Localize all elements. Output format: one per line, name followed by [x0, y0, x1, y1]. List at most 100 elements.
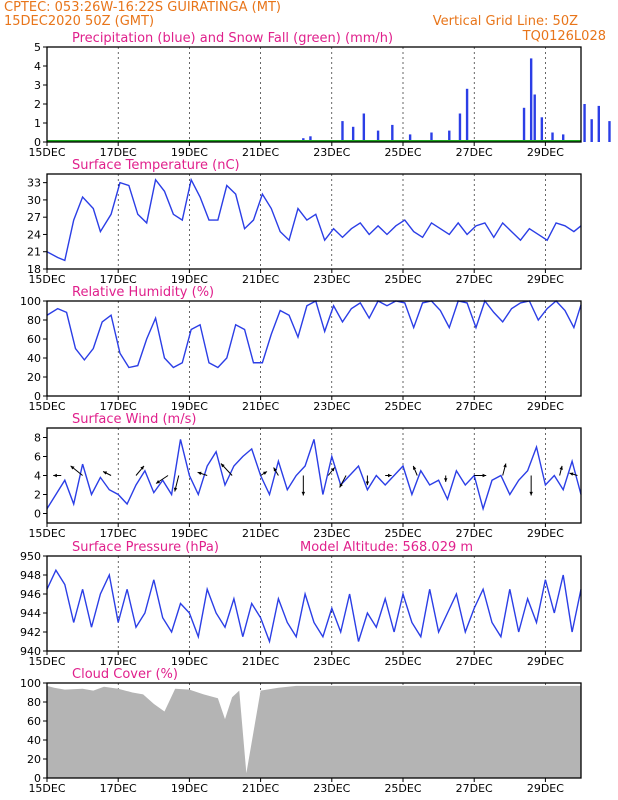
y-tick-label: 950	[20, 550, 41, 563]
wind-vector-head	[263, 471, 267, 475]
run-date: 15DEC2020 50Z (GMT)	[4, 14, 154, 29]
y-tick-label: 20	[27, 753, 41, 766]
panel-title: Surface Pressure (hPa)	[72, 540, 219, 555]
panel-frame	[46, 300, 582, 397]
y-tick-label: 30	[27, 194, 41, 207]
panel-title: Surface Temperature (nC)	[72, 158, 240, 173]
y-tick-label: 4	[34, 60, 41, 73]
x-tick-label: 19DEC	[171, 400, 208, 413]
panels: 0 1 2 3 4 5 15DEC 17DEC 19DEC 21DEC 23DEC 25DEC 27DE…	[20, 31, 611, 795]
x-tick-label: 15DEC	[28, 273, 65, 286]
y-tick-label: 3	[34, 79, 41, 92]
wind-vector-head	[173, 487, 178, 492]
y-tick-label: 4	[34, 470, 41, 483]
x-tick-label: 15DEC	[28, 146, 65, 159]
panel-frame	[46, 555, 582, 652]
grid-note: Vertical Grid Line: 50Z	[433, 14, 578, 29]
y-tick-label: 100	[20, 295, 41, 308]
x-tick-label: 25DEC	[384, 527, 421, 540]
wind-vector-head	[529, 491, 533, 496]
x-tick-label: 25DEC	[384, 782, 421, 795]
precip-bar	[540, 117, 544, 142]
precip-bar	[597, 105, 600, 142]
cloud-cover-area	[47, 685, 581, 778]
x-tick-label: 23DEC	[313, 146, 350, 159]
precip-bar	[391, 124, 394, 142]
x-tick-label: 27DEC	[456, 146, 493, 159]
series-line	[46, 299, 582, 369]
x-tick-label: 19DEC	[171, 655, 208, 668]
y-tick-label: 40	[27, 352, 41, 365]
panel-frame	[46, 46, 582, 143]
y-tick-label: 40	[27, 734, 41, 747]
precip-bar	[458, 113, 462, 142]
series-line	[46, 568, 582, 645]
x-tick-label: 21DEC	[242, 782, 279, 795]
x-tick-label: 23DEC	[313, 400, 350, 413]
precip-bar	[408, 134, 412, 142]
wind-vector-head	[70, 465, 75, 470]
y-tick-label: 2	[34, 98, 41, 111]
precip-bar	[341, 121, 344, 142]
y-tick-label: 20	[27, 371, 41, 384]
x-tick-label: 17DEC	[100, 400, 137, 413]
x-tick-label: 29DEC	[527, 655, 564, 668]
x-tick-label: 19DEC	[171, 273, 208, 286]
precip-bar	[590, 119, 593, 142]
precip-bar	[583, 104, 586, 142]
precip-bar	[376, 130, 380, 142]
x-tick-label: 23DEC	[313, 273, 350, 286]
y-tick-label: 100	[20, 677, 41, 690]
y-tick-label: 0	[34, 508, 41, 521]
x-tick-label: 21DEC	[242, 527, 279, 540]
wind-vector-head	[503, 463, 507, 468]
panel-1: 18 21 24 27 30 33 15DEC 17DEC 19DEC 21DEC 23DEC 25D…	[27, 158, 582, 286]
model-code: TQ0126L028	[522, 29, 606, 44]
x-tick-label: 19DEC	[171, 527, 208, 540]
y-tick-label: 18	[27, 263, 41, 276]
x-tick-label: 25DEC	[384, 655, 421, 668]
y-tick-label: 24	[27, 228, 41, 241]
panel-annotation: Model Altitude: 568.029 m	[300, 540, 473, 555]
y-tick-label: 5	[34, 41, 41, 54]
precip-bar	[529, 58, 533, 142]
wind-vector-head	[413, 465, 417, 470]
panel-title: Relative Humidity (%)	[72, 285, 214, 300]
precip-bar	[608, 121, 611, 142]
wind-vector-head	[331, 467, 335, 472]
wind-vector-head	[569, 472, 574, 476]
precip-bar	[448, 130, 451, 142]
panel-0: 0 1 2 3 4 5 15DEC 17DEC 19DEC 21DEC 23DEC 25DEC 27DE…	[28, 31, 611, 159]
series-line	[46, 177, 582, 262]
precip-bar	[309, 136, 312, 142]
station-header: CPTEC: 053:26W-16:22S GUIRATINGA (MT)	[4, 0, 281, 15]
wind-vector-head	[220, 463, 225, 468]
panel-title: Cloud Cover (%)	[72, 667, 178, 682]
x-tick-label: 27DEC	[456, 400, 493, 413]
wind-vector-head	[140, 465, 144, 470]
x-tick-label: 21DEC	[242, 655, 279, 668]
wind-vector-head	[559, 465, 563, 470]
x-tick-label: 25DEC	[384, 146, 421, 159]
x-tick-label: 29DEC	[527, 146, 564, 159]
precip-bar	[430, 132, 433, 142]
x-tick-label: 15DEC	[28, 655, 65, 668]
wind-vector-head	[156, 480, 161, 484]
wind-vector-head	[365, 481, 370, 486]
panel-2: 0 20 40 60 80 100 15DEC 17DEC 19DEC 21DEC 23DEC 25D…	[20, 285, 582, 413]
precip-bar	[551, 132, 554, 142]
panel-title: Precipitation (blue) and Snow Fall (gree…	[72, 31, 393, 46]
y-tick-label: 0	[34, 136, 41, 149]
precip-bar	[351, 126, 355, 142]
precip-bar	[362, 113, 366, 142]
x-tick-label: 21DEC	[242, 400, 279, 413]
wind-vector-head	[273, 467, 277, 472]
x-tick-label: 27DEC	[456, 273, 493, 286]
x-tick-label: 27DEC	[456, 655, 493, 668]
precip-bar	[562, 134, 565, 142]
y-tick-label: 60	[27, 715, 41, 728]
x-tick-label: 15DEC	[28, 527, 65, 540]
precip-bar	[522, 107, 526, 142]
y-tick-label: 60	[27, 333, 41, 346]
